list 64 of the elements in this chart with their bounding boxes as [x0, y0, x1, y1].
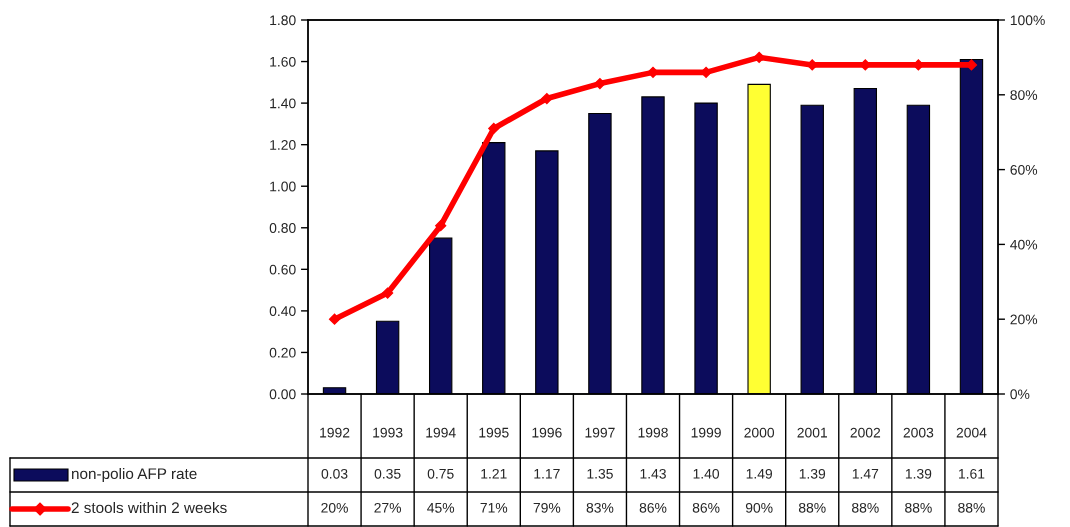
data-label: 1.40: [693, 468, 720, 479]
data-label: 45%: [427, 502, 455, 513]
y-tick-label: 1.80: [270, 15, 296, 26]
y2-tick-label: 0%: [1010, 389, 1030, 400]
point: [328, 313, 341, 325]
data-label: 20%: [321, 502, 348, 513]
data-label: 1.35: [587, 468, 613, 479]
x-tick-label: 1992: [320, 427, 350, 438]
point: [753, 51, 765, 64]
data-label: 1.17: [534, 469, 560, 479]
data-label: 1.43: [640, 468, 666, 479]
data-label: 86%: [692, 502, 720, 513]
data-label: 88%: [852, 502, 879, 513]
y-tick-label: 0.80: [269, 223, 296, 233]
x-tick-label: 2004: [956, 427, 987, 438]
point: [382, 287, 394, 299]
point: [435, 220, 447, 232]
x-tick-label: 2000: [744, 427, 775, 438]
data-label: 90%: [745, 502, 773, 513]
y-tick-label: 1.20: [270, 140, 296, 150]
data-label: 79%: [533, 502, 561, 513]
y-tick-label: 0.60: [269, 264, 296, 275]
legend-label: 2 stools within 2 weeks: [71, 501, 227, 514]
data-label: 1.47: [852, 469, 879, 479]
x-tick-label: 1998: [638, 427, 668, 438]
data-label: 1.61: [959, 468, 985, 479]
y2-tick-label: 60%: [1010, 164, 1038, 175]
data-label: 1.21: [481, 468, 507, 479]
data-label: 88%: [905, 502, 932, 513]
data-label: 1.49: [746, 468, 773, 479]
data-label: 71%: [480, 502, 508, 513]
x-tick-label: 1997: [585, 427, 615, 438]
y-tick-label: 1.60: [270, 56, 296, 67]
data-label: 86%: [639, 502, 667, 513]
data-label: 1.39: [799, 468, 826, 479]
x-tick-label: 1996: [532, 427, 562, 438]
y-tick-label: 1.40: [270, 98, 296, 109]
y2-tick-label: 100%: [1010, 15, 1045, 26]
data-label: 88%: [798, 502, 826, 513]
data-label: 0.75: [427, 468, 454, 479]
x-tick-label: 1995: [479, 427, 509, 438]
x-tick-label: 1993: [373, 427, 403, 438]
x-tick-label: 2001: [797, 427, 827, 438]
point: [488, 122, 500, 135]
x-tick-label: 1994: [426, 427, 456, 438]
legend-label: non-polio AFP rate: [72, 467, 197, 483]
y2-tick-label: 40%: [1010, 239, 1038, 250]
y2-tick-label: 20%: [1010, 314, 1038, 325]
data-label: 27%: [374, 502, 402, 513]
y2-tick-label: 80%: [1010, 90, 1038, 100]
data-label: 83%: [586, 502, 614, 513]
x-tick-label: 1999: [691, 427, 721, 438]
data-label: 1.39: [905, 468, 932, 479]
y-tick-label: 0.00: [269, 389, 296, 400]
x-tick-label: 2003: [903, 427, 934, 438]
y-tick-label: 1.00: [270, 181, 296, 192]
data-label: 0.03: [321, 468, 348, 479]
y-tick-label: 0.40: [269, 306, 296, 317]
data-label: 88%: [958, 502, 985, 513]
point: [594, 77, 606, 90]
y-tick-label: 0.20: [269, 347, 296, 358]
x-tick-label: 2002: [850, 427, 881, 438]
data-label: 0.35: [374, 468, 401, 479]
point: [541, 92, 553, 105]
